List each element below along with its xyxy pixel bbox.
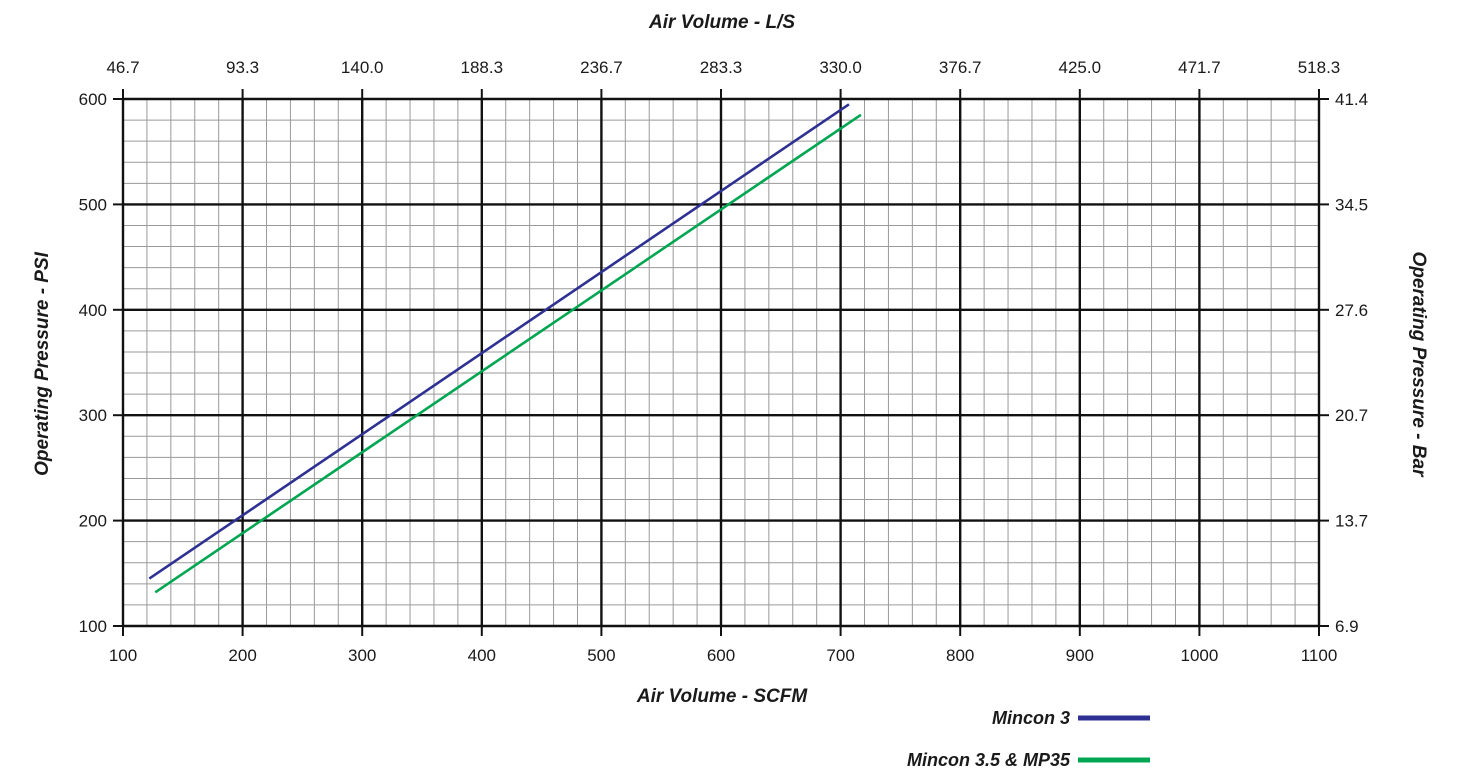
- legend: Mincon 3 Mincon 3.5 & MP35: [907, 708, 1150, 770]
- x2-axis-title: Air Volume - L/S: [648, 12, 795, 33]
- x-tick-label: 500: [587, 646, 615, 665]
- tick-marks: [113, 89, 1329, 636]
- x2-tick-label: 188.3: [461, 58, 504, 77]
- legend-label: Mincon 3.5 & MP35: [907, 750, 1071, 767]
- major-gridlines: [121, 97, 1321, 628]
- x-tick-label: 1100: [1301, 646, 1338, 665]
- x2-tick-label: 330.0: [819, 58, 862, 77]
- legend-label: Mincon 3: [992, 708, 1070, 728]
- series-lines: [148, 103, 862, 594]
- x-tick-label: 400: [468, 646, 496, 665]
- y2-tick-label: 13.7: [1335, 512, 1368, 531]
- x2-tick-label: 283.3: [700, 58, 743, 77]
- x-tick-label: 600: [707, 646, 735, 665]
- y2-axis-title: Operating Pressure - Bar: [1408, 252, 1429, 479]
- x2-tick-label: 518.3: [1298, 58, 1341, 77]
- x2-tick-label: 46.7: [106, 58, 139, 77]
- x2-tick-label: 376.7: [939, 58, 982, 77]
- x2-tick-label: 93.3: [226, 58, 259, 77]
- series-line: [154, 113, 862, 594]
- x2-tick-label: 425.0: [1059, 58, 1102, 77]
- tick-labels: 100 46.7 200 93.3 300 140.0 400 188.3 500 236.7 60…: [79, 58, 1368, 665]
- y2-tick-label: 6.9: [1335, 617, 1359, 636]
- y-tick-label: 600: [79, 90, 107, 109]
- y2-tick-label: 34.5: [1335, 195, 1368, 214]
- x-tick-label: 700: [826, 646, 854, 665]
- x2-tick-label: 236.7: [580, 58, 623, 77]
- x-axis-title: Air Volume - SCFM: [636, 686, 808, 707]
- y2-tick-label: 27.6: [1335, 301, 1368, 320]
- y-tick-label: 300: [79, 406, 107, 425]
- x2-tick-label: 140.0: [341, 58, 384, 77]
- y-tick-label: 400: [79, 301, 107, 320]
- x-tick-label: 800: [946, 646, 974, 665]
- x-tick-label: 100: [109, 646, 137, 665]
- y-tick-label: 200: [79, 512, 107, 531]
- y2-tick-label: 41.4: [1335, 90, 1368, 109]
- y-tick-label: 500: [79, 195, 107, 214]
- x2-tick-label: 471.7: [1178, 58, 1221, 77]
- series-line: [148, 103, 850, 580]
- x-tick-label: 1000: [1180, 646, 1218, 665]
- x-tick-label: 900: [1066, 646, 1094, 665]
- x-tick-label: 300: [348, 646, 376, 665]
- x-tick-label: 200: [228, 646, 256, 665]
- y2-tick-label: 20.7: [1335, 406, 1368, 425]
- y-axis-title: Operating Pressure - PSI: [32, 251, 53, 476]
- y-tick-label: 100: [79, 617, 107, 636]
